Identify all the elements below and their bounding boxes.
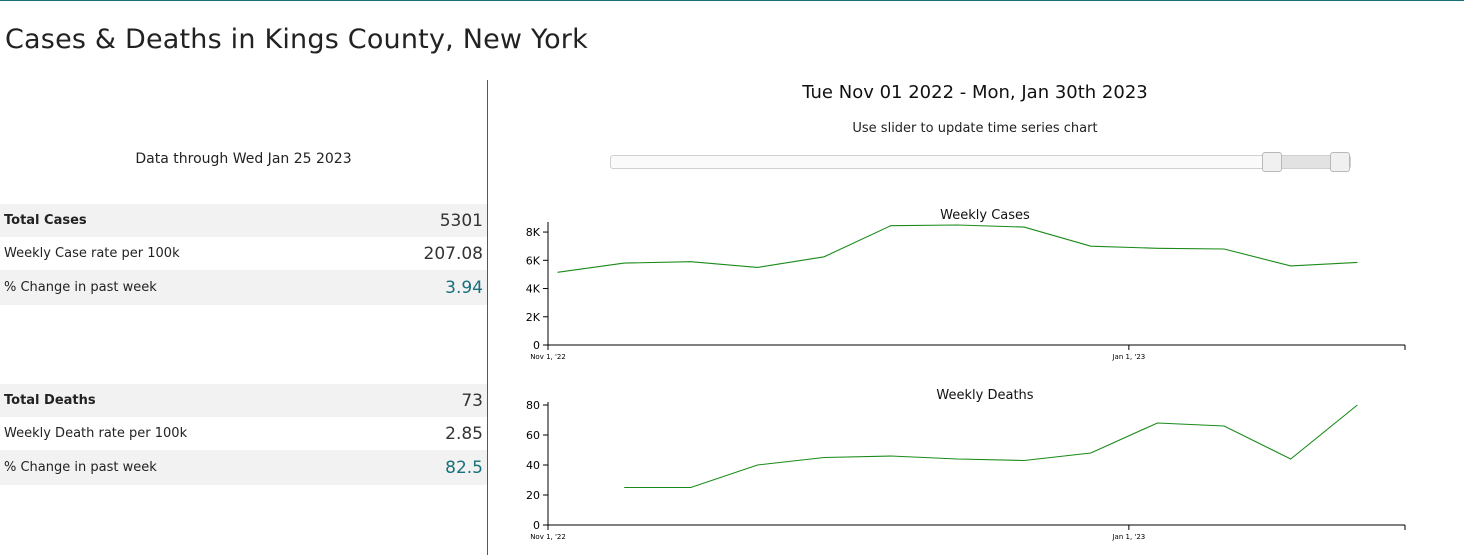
- stat-row-weekly-death-rate: Weekly Death rate per 100k 2.85: [0, 417, 487, 450]
- y-tick-label: 20: [526, 489, 540, 502]
- y-tick-label: 8K: [526, 226, 541, 239]
- stat-row-weekly-case-rate: Weekly Case rate per 100k 207.08: [0, 237, 487, 270]
- y-tick-label: 40: [526, 459, 540, 472]
- stat-value: 82.5: [445, 457, 483, 478]
- stat-label: Weekly Death rate per 100k: [4, 426, 188, 441]
- x-tick-label: Nov 1, '22: [530, 353, 566, 361]
- weekly-cases-chart: Weekly Cases 0 2K 4K 6K 8K Nov 1, '22 Jan 1, '2…: [526, 208, 1406, 361]
- stat-value: 3.94: [445, 277, 483, 298]
- stat-row-total-deaths: Total Deaths 73: [0, 384, 487, 417]
- stat-label: Total Cases: [4, 213, 87, 228]
- series-line: [557, 224, 1358, 273]
- y-tick-label: 4K: [526, 283, 541, 296]
- y-tick-label: 80: [526, 399, 540, 412]
- series-line: [624, 404, 1358, 489]
- y-tick-label: 60: [526, 429, 540, 442]
- deaths-stats-table: Total Deaths 73 Weekly Death rate per 10…: [0, 384, 487, 485]
- chart-title: Weekly Deaths: [936, 388, 1033, 403]
- stat-label: % Change in past week: [4, 460, 157, 475]
- y-tick-label: 0: [533, 519, 540, 532]
- y-tick-label: 0: [533, 339, 540, 352]
- page-title: Cases & Deaths in Kings County, New York: [5, 24, 588, 55]
- slider-hint: Use slider to update time series chart: [852, 121, 1098, 136]
- data-through-label: Data through Wed Jan 25 2023: [135, 151, 352, 167]
- y-tick-label: 6K: [526, 254, 541, 267]
- stat-row-total-cases: Total Cases 5301: [0, 204, 487, 237]
- y-tick-label: 2K: [526, 311, 541, 324]
- weekly-deaths-chart: Weekly Deaths 0 20 40 60 80 Nov 1, '22 Jan 1, '…: [526, 388, 1406, 541]
- date-range-slider[interactable]: [610, 152, 1351, 172]
- x-tick-label: Jan 1, '23: [1111, 533, 1145, 541]
- stat-row-death-change: % Change in past week 82.5: [0, 450, 487, 485]
- slider-handle-end[interactable]: [1330, 152, 1350, 172]
- panel-divider: [487, 80, 488, 555]
- slider-handle-start[interactable]: [1261, 152, 1282, 172]
- cases-stats-table: Total Cases 5301 Weekly Case rate per 10…: [0, 204, 487, 305]
- x-tick-label: Nov 1, '22: [530, 533, 566, 541]
- top-rule: [0, 0, 1464, 1]
- stat-label: % Change in past week: [4, 280, 157, 295]
- stat-row-case-change: % Change in past week 3.94: [0, 270, 487, 305]
- slider-selected-range: [1271, 155, 1340, 169]
- stat-value: 5301: [439, 210, 483, 231]
- x-tick-label: Jan 1, '23: [1111, 353, 1145, 361]
- stat-value: 73: [461, 390, 483, 411]
- chart-title: Weekly Cases: [940, 208, 1030, 223]
- stat-label: Weekly Case rate per 100k: [4, 246, 180, 261]
- stat-label: Total Deaths: [4, 393, 96, 408]
- stat-value: 207.08: [423, 243, 483, 264]
- stat-value: 2.85: [445, 423, 483, 444]
- date-range-title: Tue Nov 01 2022 - Mon, Jan 30th 2023: [802, 82, 1148, 103]
